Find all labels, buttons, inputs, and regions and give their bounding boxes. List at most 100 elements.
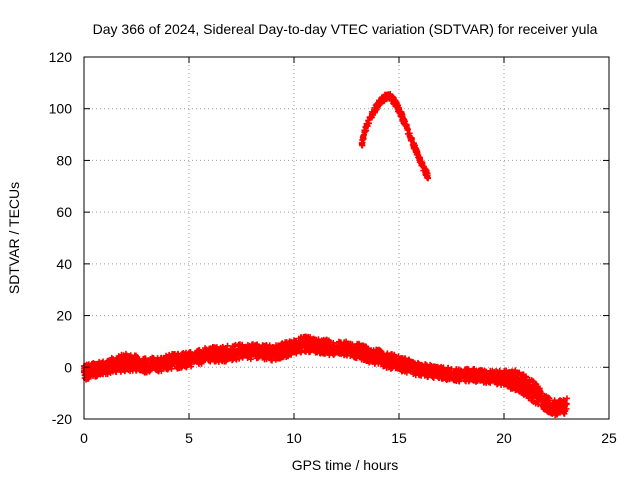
data-point bbox=[356, 350, 363, 357]
data-point bbox=[219, 343, 226, 350]
data-point bbox=[395, 353, 402, 360]
data-point bbox=[201, 355, 208, 362]
data-point bbox=[400, 117, 407, 124]
data-point bbox=[259, 342, 266, 349]
data-point bbox=[165, 359, 172, 366]
data-point bbox=[163, 352, 170, 359]
data-point bbox=[440, 373, 447, 380]
data-point bbox=[374, 104, 381, 111]
data-point bbox=[470, 365, 477, 372]
data-point bbox=[151, 358, 158, 365]
data-point bbox=[231, 351, 238, 358]
data-point bbox=[299, 338, 306, 345]
data-point bbox=[288, 349, 295, 356]
data-point bbox=[116, 366, 123, 373]
data-point bbox=[285, 353, 292, 360]
data-point bbox=[312, 341, 319, 348]
data-point bbox=[207, 357, 214, 364]
data-point bbox=[162, 360, 169, 367]
y-tick-label: 80 bbox=[56, 152, 72, 168]
data-point bbox=[376, 352, 383, 359]
data-point bbox=[542, 403, 549, 410]
data-point bbox=[403, 369, 410, 376]
data-point bbox=[208, 353, 215, 360]
data-point bbox=[532, 400, 539, 407]
data-point bbox=[535, 386, 542, 393]
data-point bbox=[424, 374, 431, 381]
data-point bbox=[194, 349, 201, 356]
data-point bbox=[359, 142, 366, 149]
data-point bbox=[463, 367, 470, 374]
data-point bbox=[396, 356, 403, 363]
data-point bbox=[437, 365, 444, 372]
data-point bbox=[550, 399, 557, 406]
data-point bbox=[198, 351, 205, 358]
data-point bbox=[204, 348, 211, 355]
data-point bbox=[546, 395, 553, 402]
data-point bbox=[557, 398, 564, 405]
data-point bbox=[266, 342, 273, 349]
data-point bbox=[467, 369, 474, 376]
data-point bbox=[405, 130, 412, 137]
data-point bbox=[276, 342, 283, 349]
data-point bbox=[448, 373, 455, 380]
data-point bbox=[395, 364, 402, 371]
data-point bbox=[235, 343, 242, 350]
data-point bbox=[386, 358, 393, 365]
data-point bbox=[383, 364, 390, 371]
data-point bbox=[298, 344, 305, 351]
data-point bbox=[540, 399, 547, 406]
data-point bbox=[399, 362, 406, 369]
data-point bbox=[86, 367, 93, 374]
data-point bbox=[221, 358, 228, 365]
data-point bbox=[485, 372, 492, 379]
data-point bbox=[510, 379, 517, 386]
data-point bbox=[236, 355, 243, 362]
data-point bbox=[503, 367, 510, 374]
data-point bbox=[164, 366, 171, 373]
data-point bbox=[509, 368, 516, 375]
x-axis-label: GPS time / hours bbox=[292, 457, 399, 473]
data-point bbox=[389, 94, 396, 101]
data-point bbox=[451, 372, 458, 379]
data-point bbox=[167, 355, 174, 362]
y-axis-label: SDTVAR / TECUs bbox=[6, 182, 22, 294]
data-point bbox=[343, 352, 350, 359]
y-tick-label: 100 bbox=[49, 101, 73, 117]
data-point bbox=[408, 136, 415, 143]
data-point bbox=[552, 412, 559, 419]
data-point bbox=[81, 372, 88, 379]
data-point bbox=[536, 391, 543, 398]
ticks: 0 5 10 15 20 25 -20 0 20 40 60 80 100 120 bbox=[49, 49, 617, 446]
data-point bbox=[519, 371, 526, 378]
data-point bbox=[330, 351, 337, 358]
data-point bbox=[226, 352, 233, 359]
x-tick-label: 0 bbox=[80, 430, 88, 446]
data-point bbox=[357, 345, 364, 352]
data-point bbox=[147, 367, 154, 374]
data-point bbox=[375, 357, 382, 364]
data-point bbox=[145, 361, 152, 368]
data-point bbox=[281, 350, 288, 357]
series-0 bbox=[81, 333, 570, 419]
data-point bbox=[85, 361, 92, 368]
data-point bbox=[229, 343, 236, 350]
data-point bbox=[337, 346, 344, 353]
data-point bbox=[126, 363, 133, 370]
data-point bbox=[288, 338, 295, 345]
data-point bbox=[351, 354, 358, 361]
data-point bbox=[137, 363, 144, 370]
x-tick-label: 20 bbox=[496, 430, 512, 446]
y-tick-label: 60 bbox=[56, 204, 72, 220]
data-point bbox=[416, 155, 423, 162]
x-tick-label: 10 bbox=[286, 430, 302, 446]
data-point bbox=[202, 345, 209, 352]
data-point bbox=[97, 371, 104, 378]
data-point bbox=[150, 359, 157, 366]
data-point bbox=[123, 366, 130, 373]
data-point bbox=[409, 141, 416, 148]
data-point bbox=[156, 357, 163, 364]
data-point bbox=[411, 368, 418, 375]
data-point bbox=[141, 361, 148, 368]
data-point bbox=[435, 375, 442, 382]
